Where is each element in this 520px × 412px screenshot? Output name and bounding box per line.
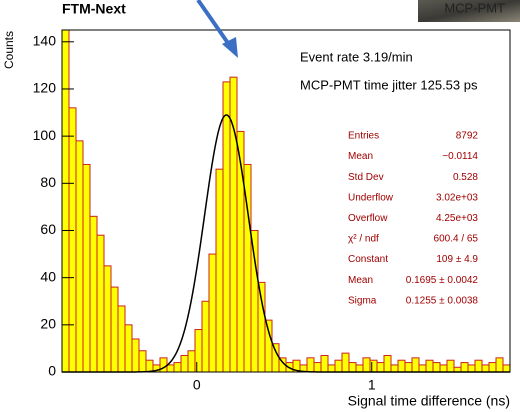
stats-value: 3.02e+03 [436,192,478,203]
histogram-bar [411,357,420,373]
histogram-bar [215,168,224,373]
chart-title: FTM-Next [62,1,126,17]
histogram-bar [89,215,98,373]
histogram-bar [418,364,427,373]
histogram-bar [124,324,133,373]
histogram-bar [446,359,455,373]
histogram-bar [131,338,140,373]
histogram-bar [138,350,147,373]
histogram-bar [68,107,77,373]
histogram-bar [439,364,448,373]
histogram-bar [362,357,371,373]
histogram-bar [425,359,434,373]
histogram-bar [250,229,259,373]
arrow-head [222,37,238,58]
stats-label: Overflow [348,213,388,224]
histogram-bar [481,364,490,373]
histogram-bar [390,364,399,373]
y-tick-label: 100 [33,127,57,143]
y-axis-label: Counts [2,31,16,69]
histogram-bar [488,362,497,373]
x-tick-label: 0 [193,377,201,393]
histogram-bar [257,281,266,373]
histogram-bar [320,354,329,373]
histogram-bar [397,359,406,373]
histogram-bar [502,364,511,373]
histogram-bar [187,350,196,373]
histogram-bar [166,364,175,373]
histogram-bar [376,362,385,373]
histogram-bar [82,163,91,373]
annotation: Event rate 3.19/min [300,49,413,64]
histogram-bar [474,359,483,373]
histogram-bar [271,343,280,373]
histogram-bar [334,359,343,373]
corner-label: MCP-PMT [444,0,505,15]
histogram-bar [117,305,126,373]
histogram-bar [383,354,392,373]
stats-label: χ² / ndf [348,234,379,245]
histogram-bar [110,286,119,373]
stats-value: 0.1695 ± 0.0042 [406,275,479,286]
histogram-bar [306,357,315,373]
stats-label: Entries [348,131,379,142]
y-tick-label: 60 [40,221,56,237]
histogram-bar [96,234,105,373]
photo-fragment [418,0,520,22]
histogram-bar [355,364,364,373]
plot-area [61,29,511,373]
histogram-bar [201,300,210,373]
histogram-bar [467,364,476,373]
histogram-bar [369,359,378,373]
stats-label: Mean [348,275,373,286]
y-tick-label: 120 [33,80,57,96]
histogram-bar [208,253,217,373]
histogram-bar [103,265,112,373]
stats-box: Entries 8792 Mean −0.0114 Std Dev 0.528 Underf… [348,131,479,307]
stats-value: 4.25e+03 [436,213,478,224]
stats-value: 0.1255 ± 0.0038 [406,295,479,306]
stats-label: Std Dev [348,172,384,183]
histogram-bar [348,362,357,373]
histogram-bar [460,362,469,373]
x-tick-label: 1 [368,377,376,393]
histogram-bar [495,357,504,373]
histogram-bar [404,362,413,373]
histogram-bar [159,357,168,373]
stats-value: −0.0114 [442,151,478,162]
histogram-bar [264,319,273,373]
stats-value: 0.528 [453,172,478,183]
histogram-bar [75,140,84,373]
y-tick-label: 80 [40,174,56,190]
y-tick-label: 40 [40,268,56,284]
stats-label: Mean [348,151,373,162]
stats-label: Underflow [348,192,394,203]
histogram-bar [341,352,350,373]
y-tick-label: 0 [48,363,56,379]
histogram-bar [313,362,322,373]
stats-value: 600.4 / 65 [434,234,479,245]
histogram-bar [180,354,189,373]
histogram-bar [327,364,336,373]
y-tick-label: 140 [33,32,57,48]
x-axis-label: Signal time difference (ns) [348,393,510,409]
histogram-bar [236,130,245,373]
stats-value: 8792 [456,131,479,142]
arrow-shaft [196,0,232,48]
histogram-bar [222,81,231,373]
y-tick-label: 20 [40,316,56,332]
stats-label: Sigma [348,295,377,306]
stats-label: Constant [348,254,388,265]
histogram-bar [432,362,441,373]
histogram-bar [173,362,182,373]
annotation: MCP-PMT time jitter 125.53 ps [300,77,478,92]
histogram-bar [145,359,154,373]
histogram-bar [194,329,203,373]
histogram-bar [61,29,70,373]
plot-frame [61,29,511,373]
stats-value: 109 ± 4.9 [436,254,478,265]
